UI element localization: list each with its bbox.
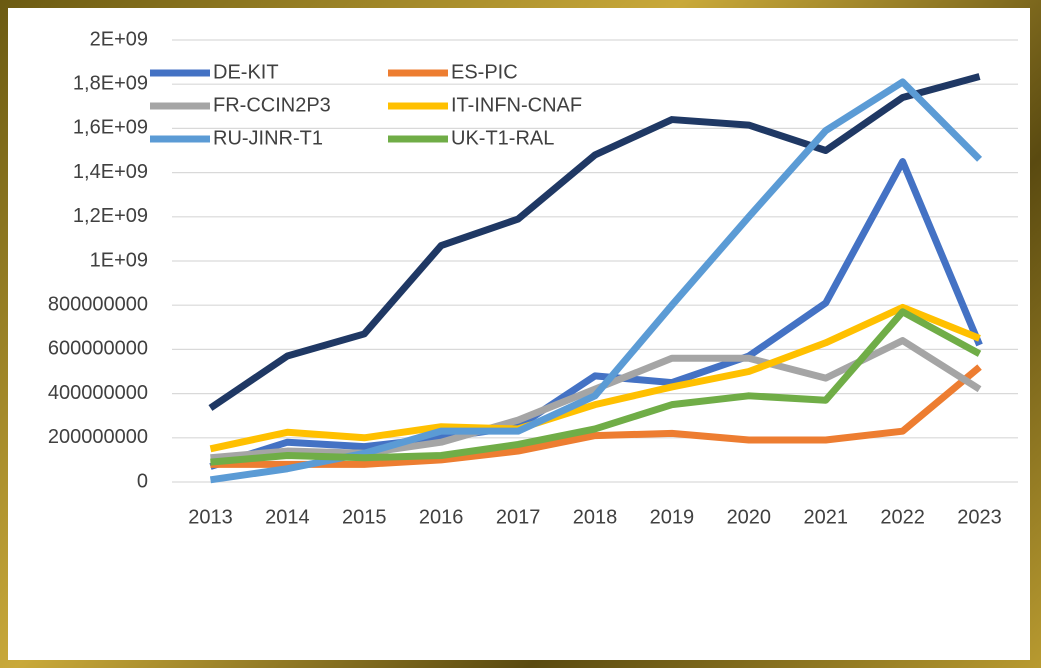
x-tick-label: 2020 xyxy=(727,506,772,528)
y-tick-label: 600000000 xyxy=(48,338,148,360)
x-tick-label: 2015 xyxy=(342,506,387,528)
series-line xyxy=(210,364,982,468)
legend-label: IT-INFN-CNAF xyxy=(451,94,582,116)
x-tick-label: 2016 xyxy=(419,506,464,528)
y-tick-label: 1,4E+09 xyxy=(73,161,148,183)
y-tick-label: 1,8E+09 xyxy=(73,72,148,94)
y-tick-label: 800000000 xyxy=(48,293,148,315)
x-tick-label: 2017 xyxy=(496,506,541,528)
x-tick-label: 2019 xyxy=(650,506,695,528)
series-line xyxy=(209,303,981,453)
x-tick-label: 2013 xyxy=(188,506,233,528)
x-tick-label: 2014 xyxy=(265,506,310,528)
legend-label: FR-CCIN2P3 xyxy=(213,94,331,116)
x-tick-label: 2023 xyxy=(957,506,1002,528)
legend-label: DE-KIT xyxy=(213,61,279,83)
chart-area xyxy=(8,8,1030,660)
y-tick-label: 2E+09 xyxy=(90,28,148,50)
series-line xyxy=(210,308,982,466)
y-tick-label: 1,6E+09 xyxy=(73,117,148,139)
series-line xyxy=(208,73,981,411)
x-tick-label: 2021 xyxy=(803,506,848,528)
y-tick-label: 200000000 xyxy=(48,426,148,448)
x-tick-label: 2022 xyxy=(880,506,925,528)
x-tick-label: 2018 xyxy=(573,506,618,528)
y-tick-label: 400000000 xyxy=(48,382,148,404)
legend-label: RU-JINR-T1 xyxy=(213,127,323,149)
legend-label: ES-PIC xyxy=(451,61,518,83)
y-tick-label: 0 xyxy=(137,470,148,492)
y-tick-label: 1,2E+09 xyxy=(73,205,148,227)
y-tick-label: 1E+09 xyxy=(90,249,148,271)
legend-label: UK-T1-RAL xyxy=(451,127,554,149)
series-line xyxy=(209,158,983,470)
